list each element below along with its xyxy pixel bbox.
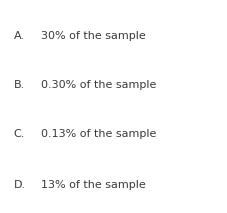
Text: 30% of the sample: 30% of the sample bbox=[41, 31, 145, 41]
Text: 0.13% of the sample: 0.13% of the sample bbox=[41, 129, 156, 139]
Text: A.: A. bbox=[14, 31, 25, 41]
Text: B.: B. bbox=[14, 80, 25, 90]
Text: D.: D. bbox=[14, 180, 26, 190]
Text: 0.30% of the sample: 0.30% of the sample bbox=[41, 80, 156, 90]
Text: C.: C. bbox=[14, 129, 25, 139]
Text: 13% of the sample: 13% of the sample bbox=[41, 180, 145, 190]
